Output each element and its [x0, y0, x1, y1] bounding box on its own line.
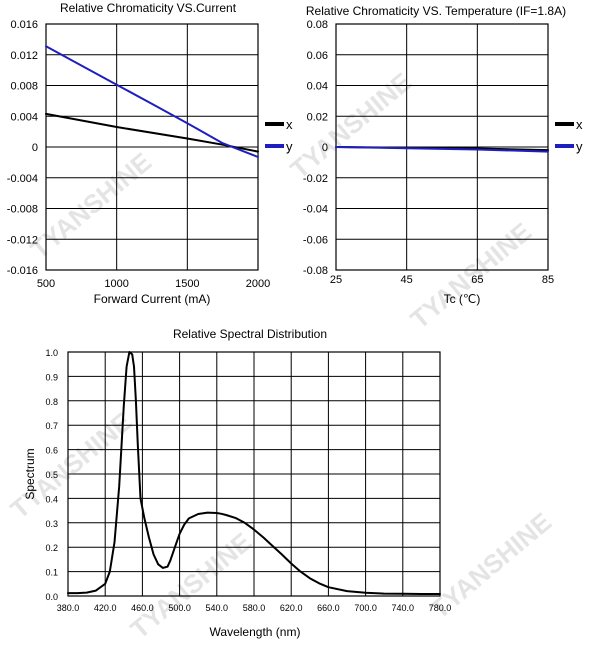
y-tick-labels: 0.016 0.012 0.008 0.004 0 -0.004 -0.008 -0.012 -… — [7, 19, 38, 277]
legend-label-y: y — [576, 139, 583, 154]
x-tick-label: 620.0 — [280, 603, 303, 613]
x-tick-label: 700.0 — [354, 603, 377, 613]
x-tick-label: 85 — [542, 274, 554, 286]
x-tick-label: 780.0 — [429, 603, 452, 613]
x-tick-label: 45 — [401, 274, 413, 286]
legend-label-y: y — [286, 139, 293, 154]
x-tick-label: 2000 — [246, 278, 270, 290]
x-tick-label: 500 — [37, 278, 55, 290]
y-tick-label: 0.004 — [10, 111, 38, 123]
y-tick-label: 0.0 — [45, 592, 58, 602]
x-axis-label: Forward Current (mA) — [94, 292, 211, 306]
y-tick-label: 0.5 — [45, 470, 58, 480]
y-tick-label: 0.016 — [10, 19, 38, 31]
y-tick-label: 0.7 — [45, 421, 58, 431]
y-tick-label: 0.4 — [45, 494, 58, 504]
watermark-text: TYANSHINE — [25, 147, 158, 265]
legend: x y — [265, 117, 293, 154]
series-group — [335, 146, 549, 153]
y-tick-label: 0.04 — [307, 81, 328, 93]
x-tick-labels: 500 1000 1500 2000 — [37, 278, 270, 290]
y-tick-label: 0.6 — [45, 446, 58, 456]
y-tick-labels: 0.08 0.06 0.04 0.02 0 -0.02 -0.04 -0.06 -0.08 — [303, 19, 328, 277]
x-tick-label: 740.0 — [392, 603, 415, 613]
x-tick-label: 380.0 — [57, 603, 80, 613]
x-tick-label: 660.0 — [317, 603, 340, 613]
x-axis-label: Tc (℃) — [444, 292, 481, 306]
chart-chromaticity-vs-temperature: Relative Chromaticity VS. Temperature (I… — [303, 4, 583, 306]
y-tick-label: 0.2 — [45, 543, 58, 553]
y-tick-label: -0.004 — [7, 173, 38, 185]
y-tick-label: 0 — [322, 142, 328, 154]
y-tick-label: 0.8 — [45, 397, 58, 407]
y-tick-label: -0.02 — [303, 173, 328, 185]
plot-frame — [45, 23, 259, 271]
x-tick-label: 460.0 — [131, 603, 154, 613]
y-tick-label: 0 — [32, 142, 38, 154]
y-tick-label: 0.02 — [307, 111, 328, 123]
y-tick-label: -0.08 — [303, 265, 328, 277]
chart-title: Relative Spectral Distribution — [173, 327, 327, 341]
y-tick-label: -0.016 — [7, 265, 38, 277]
series-line-x — [45, 112, 259, 153]
x-tick-label: 25 — [330, 274, 342, 286]
series-group — [45, 45, 259, 158]
y-tick-label: 0.1 — [45, 568, 58, 578]
y-tick-label: 0.008 — [10, 81, 38, 93]
series-line-spectrum — [67, 351, 441, 595]
chart-title: Relative Chromaticity VS. Temperature (I… — [306, 4, 566, 18]
y-axis-label: Spectrum — [23, 448, 37, 499]
chart-title: Relative Chromaticity VS.Current — [60, 1, 237, 15]
y-tick-label: 0.3 — [45, 519, 58, 529]
watermark-text: TYANSHINE — [285, 67, 418, 185]
y-tick-label: 0.06 — [307, 50, 328, 62]
x-tick-labels: 380.0 420.0 460.0 500.0 540.0 580.0 620.0 660.0… — [57, 603, 452, 613]
y-tick-label: -0.012 — [7, 234, 38, 246]
series-group — [67, 351, 441, 595]
y-tick-label: 0.012 — [10, 50, 38, 62]
y-tick-label: 1.0 — [45, 348, 58, 358]
x-tick-label: 1500 — [175, 278, 199, 290]
x-axis-label: Wavelength (nm) — [210, 625, 301, 639]
x-tick-label: 65 — [471, 274, 483, 286]
y-tick-label: -0.04 — [303, 204, 328, 216]
y-tick-label: 0.08 — [307, 19, 328, 31]
x-tick-label: 580.0 — [243, 603, 266, 613]
chart-relative-spectral-distribution: Relative Spectral Distribution 380.0 420.… — [23, 327, 451, 639]
series-line-y — [335, 146, 549, 153]
legend: x y — [555, 117, 583, 154]
y-tick-label: -0.06 — [303, 234, 328, 246]
x-tick-label: 500.0 — [168, 603, 191, 613]
plot-frame — [67, 351, 441, 597]
y-tick-labels: 0.0 0.1 0.2 0.3 0.4 0.5 0.6 0.7 0.8 0.9 1.0 — [45, 348, 58, 602]
legend-label-x: x — [576, 117, 583, 132]
y-tick-label: 0.9 — [45, 372, 58, 382]
y-tick-label: -0.008 — [7, 204, 38, 216]
watermark-layer: TYANSHINE TYANSHINE TYANSHINE TYANSHINE … — [5, 67, 558, 645]
x-tick-label: 540.0 — [206, 603, 229, 613]
grid-lines — [67, 351, 441, 597]
x-tick-labels: 25 45 65 85 — [330, 274, 554, 286]
legend-label-x: x — [286, 117, 293, 132]
chart-chromaticity-vs-current: Relative Chromaticity VS.Current 500 1000… — [7, 1, 293, 306]
x-tick-label: 1000 — [104, 278, 128, 290]
x-tick-label: 420.0 — [94, 603, 117, 613]
series-line-y — [45, 45, 259, 158]
